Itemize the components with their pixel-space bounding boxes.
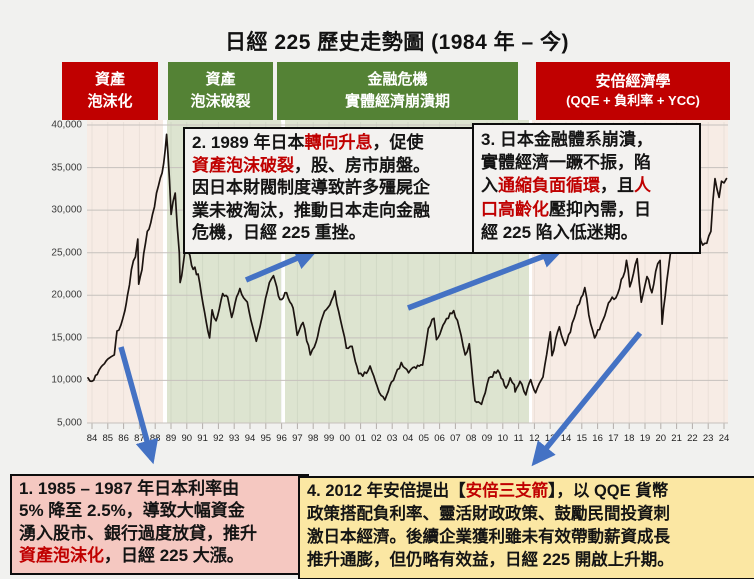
era-band-label: (QQE + 負利率 + YCC): [566, 93, 700, 109]
annotation-text: 1. 1985 – 1987 年日本利率由 5% 降至 2.5%，導致大幅資金 …: [19, 479, 257, 543]
annotation-text: 2. 1989 年日本: [192, 133, 305, 152]
x-axis-label: 24: [718, 433, 730, 444]
annotation-text: 】，以 QQE 貨幣 政策搭配負利率、靈活財政政策、鼓勵民間投資刺 激日本經濟。…: [307, 482, 674, 569]
highlight-red-text: 資產泡沫破裂: [192, 155, 294, 175]
annotation-text: 壓抑內需，日 經 225 陷入低迷期。: [481, 199, 651, 242]
x-axis-label: 97: [292, 433, 303, 444]
highlight-red-text: 通縮負面循環: [498, 176, 600, 196]
x-axis-label: 99: [323, 433, 335, 444]
x-axis-label: 10: [497, 433, 509, 444]
x-axis-label: 23: [702, 433, 714, 444]
nikkei-price-line: [87, 133, 728, 406]
x-axis-label: 92: [213, 433, 224, 444]
highlight-red-text: 安倍三支箭: [465, 482, 549, 500]
x-axis-label: 85: [102, 433, 114, 444]
highlight-red-text: 轉向升息: [304, 133, 373, 152]
x-axis-label: 96: [276, 433, 287, 444]
annotation-box-2-rate-hike: 2. 1989 年日本轉向升息，促使 資產泡沫破裂，股、房市崩盤。 因日本財閥制…: [183, 127, 483, 254]
annotation-text: 4. 2012 年安倍提出【: [307, 482, 466, 500]
era-band-label: 泡沫破裂: [190, 93, 251, 110]
era-band-bubble-burst: 資產 泡沫破裂: [168, 62, 273, 120]
x-axis-label: 07: [450, 433, 461, 444]
x-axis-label: 06: [434, 433, 445, 444]
x-axis-label: 89: [165, 433, 177, 444]
x-axis-label: 95: [260, 433, 272, 444]
y-axis-label: 5,000: [56, 417, 82, 429]
x-axis-label: 08: [465, 433, 477, 444]
annotation-text: ，股、房市崩盤。 因日本財閥制度導致許多殭屍企 業未被淘汰，推動日本走向金融 危…: [192, 155, 430, 243]
x-axis-label: 84: [86, 433, 98, 444]
x-axis-label: 01: [355, 433, 366, 444]
highlight-red-text: 資產泡沫化: [19, 546, 104, 566]
era-band-label: 安倍經濟學: [595, 72, 671, 90]
y-axis-label: 10,000: [51, 374, 82, 386]
x-axis-label: 19: [639, 433, 651, 444]
x-axis-label: 98: [307, 433, 319, 444]
y-axis-label: 25,000: [51, 247, 82, 259]
era-band-abenomics: 安倍經濟學 (QQE + 負利率 + YCC): [536, 62, 730, 120]
annotation-box-3-deflation: 3. 日本金融體系崩潰， 實體經濟一蹶不振，陷 入通縮負面循環，且人 口高齡化壓…: [472, 123, 701, 254]
annotation-text: ，日經 225 大漲。: [104, 546, 244, 566]
annotation-text: 3. 日本金融體系崩潰， 實體經濟一蹶不振，陷 入: [481, 130, 653, 196]
era-band-label: 泡沫化: [87, 93, 133, 110]
x-axis-label: 21: [671, 433, 682, 444]
y-axis-label: 30,000: [51, 204, 82, 216]
y-axis-label: 40,000: [51, 119, 82, 131]
y-axis-label: 35,000: [51, 162, 82, 174]
era-band-financial-crisis: 金融危機實體經濟崩潰期: [277, 62, 518, 120]
y-axis-label: 15,000: [51, 332, 82, 344]
x-axis-label: 09: [481, 433, 493, 444]
y-axis-label: 20,000: [51, 289, 82, 301]
x-axis-label: 22: [687, 433, 698, 444]
annotation-box-1-bubble: 1. 1985 – 1987 年日本利率由 5% 降至 2.5%，導致大幅資金 …: [10, 474, 309, 575]
x-axis-label: 91: [197, 433, 208, 444]
era-band-label: 資產: [205, 71, 236, 89]
x-axis-label: 20: [655, 433, 667, 444]
x-axis-label: 03: [386, 433, 398, 444]
era-zone-0: [87, 120, 163, 423]
x-axis-label: 05: [418, 433, 430, 444]
x-axis-label: 93: [228, 433, 240, 444]
annotation-box-4-abenomics: 4. 2012 年安倍提出【安倍三支箭】，以 QQE 貨幣 政策搭配負利率、靈活…: [298, 476, 754, 579]
x-axis-label: 94: [244, 433, 256, 444]
x-axis-label: 90: [181, 433, 193, 444]
annotation-text: ，且: [600, 176, 634, 196]
x-axis-label: 11: [513, 433, 524, 444]
era-band-label: 資產: [94, 71, 125, 89]
x-axis-label: 02: [371, 433, 382, 444]
era-band-asset-bubble: 資產 泡沫化: [62, 62, 158, 120]
annotation-text: ，促使: [372, 133, 424, 152]
era-band-label: 金融危機: [367, 71, 428, 89]
highlight-red-text: 人 口高齡化: [481, 176, 651, 219]
x-axis-label: 04: [402, 433, 414, 444]
page-title: 日經 225 歷史走勢圖 (1984 年 – 今): [225, 31, 569, 54]
era-band-label: 實體經濟崩潰期: [344, 93, 450, 110]
x-axis-label: 00: [339, 433, 351, 444]
